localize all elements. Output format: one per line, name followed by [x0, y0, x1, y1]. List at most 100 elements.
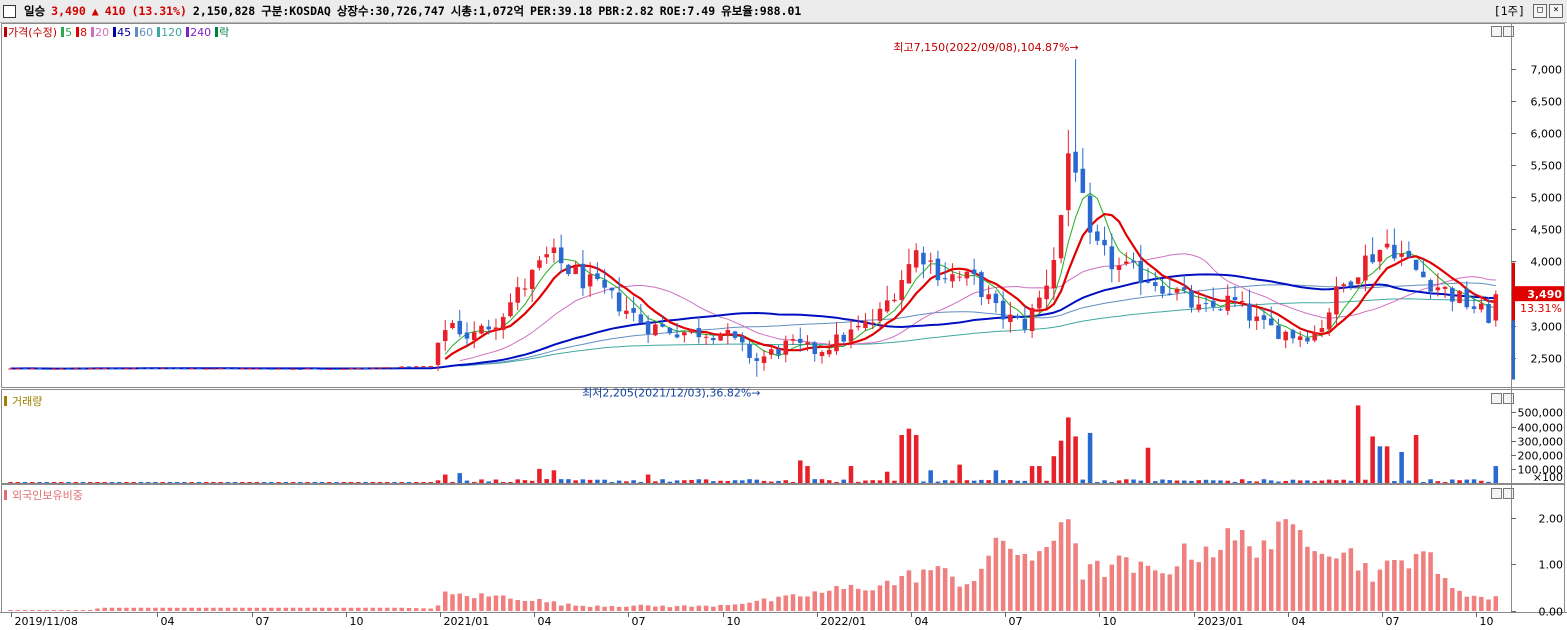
volume-bar: [479, 479, 484, 483]
candle-body: [1421, 271, 1426, 278]
foreign-ratio-bar: [1428, 552, 1433, 611]
candle-body: [1109, 246, 1115, 270]
candle-body: [732, 331, 738, 338]
candle: [196, 368, 202, 370]
candle-body: [363, 368, 368, 370]
candle-body: [450, 322, 455, 329]
foreign-ratio-bar: [1080, 579, 1086, 611]
candle-body: [413, 366, 419, 368]
volume-pane-frame: [1, 389, 1565, 484]
candle-body: [1370, 254, 1375, 263]
foreign-ratio-bar: [1326, 556, 1332, 611]
legend-label-7: 240: [190, 25, 212, 39]
candle: [1066, 129, 1071, 227]
maximize-button[interactable]: □: [1533, 4, 1547, 18]
volume-pane-minimize-button[interactable]: [1491, 393, 1502, 404]
volume-bar: [348, 482, 354, 483]
candle: [624, 296, 629, 319]
market-type: 구분:KOSDAQ: [261, 4, 331, 18]
candle: [935, 250, 941, 287]
candle: [1232, 285, 1238, 307]
foreign-ratio-bar: [160, 607, 165, 611]
volume-pane-close-button[interactable]: [1503, 393, 1514, 404]
candle: [1008, 301, 1013, 333]
candle: [913, 243, 919, 273]
candle-body: [189, 368, 194, 370]
volume-bar: [986, 480, 991, 483]
candle-body: [747, 344, 752, 358]
candle: [1203, 294, 1209, 313]
volume-bar: [573, 480, 578, 483]
foreign-ratio-bar: [124, 607, 129, 611]
candle-body: [1225, 295, 1230, 311]
foreign-ratio-bar: [73, 610, 79, 611]
foreign-ratio-bar: [1493, 596, 1499, 611]
candle-body: [566, 264, 571, 275]
select-checkbox[interactable]: [3, 4, 16, 18]
foreign-ratio-bar: [312, 607, 318, 611]
ma45-line: [10, 273, 1496, 370]
foreign-ratio-bar: [363, 607, 368, 611]
volume-bar: [819, 479, 825, 483]
volume-bar: [1276, 481, 1281, 483]
candle: [1428, 278, 1433, 300]
candle: [1341, 282, 1346, 293]
volume-bar: [826, 480, 832, 483]
foreign-ratio-bar: [87, 609, 93, 611]
candle: [551, 238, 557, 263]
foreign-ratio-bar: [558, 605, 564, 611]
candle: [471, 321, 477, 349]
foreign-ratio-bar: [479, 593, 484, 611]
window-tools: [1주] □ ×: [1494, 3, 1563, 19]
candle-body: [855, 325, 861, 328]
volume-bar: [1181, 480, 1187, 483]
foreign-ratio-bar: [1406, 568, 1412, 611]
foreign-pane-minimize-button[interactable]: [1491, 488, 1502, 499]
candle: [776, 345, 781, 359]
x-tick-label: 07: [632, 615, 646, 628]
last-change-percent-label: 13.31%: [1520, 302, 1562, 315]
candle: [8, 368, 13, 370]
volume-bar: [1000, 480, 1006, 483]
close-button[interactable]: ×: [1549, 4, 1563, 18]
volume-bar: [928, 470, 933, 483]
candle: [921, 246, 926, 279]
candle: [1370, 237, 1375, 264]
volume-y-tick-label: 400,000: [1518, 422, 1564, 435]
period-selector[interactable]: [1주]: [1493, 4, 1525, 18]
foreign-ratio-bar: [66, 610, 71, 611]
candle-body: [196, 368, 202, 370]
foreign-ratio-bar: [624, 606, 629, 611]
foreign-ratio-bar: [450, 594, 455, 611]
candle: [942, 262, 948, 284]
candle: [131, 367, 136, 369]
candle-body: [261, 368, 267, 370]
candle-body: [392, 367, 397, 369]
volume-bar: [1290, 479, 1296, 483]
price-pane-minimize-button[interactable]: [1491, 26, 1502, 37]
foreign-ratio-bar: [1044, 546, 1049, 611]
volume-bar: [790, 482, 796, 483]
candle-body: [783, 340, 789, 355]
price-pane-close-button[interactable]: [1503, 26, 1514, 37]
volume-bar: [413, 482, 419, 483]
foreign-ratio-bar: [645, 605, 651, 611]
candle: [993, 290, 999, 313]
volume-bar: [921, 481, 926, 483]
foreign-ratio-bar: [1457, 590, 1462, 611]
volume-bar: [1247, 481, 1252, 483]
candle: [964, 268, 970, 286]
foreign-ratio-bar: [493, 595, 499, 611]
legend-label-5: 60: [139, 25, 154, 39]
volume-bar: [276, 482, 281, 483]
foreign-ratio-bar: [131, 607, 136, 611]
volume-bar: [1051, 456, 1057, 483]
foreign-pane-close-button[interactable]: [1503, 488, 1514, 499]
candle: [1218, 308, 1223, 312]
candle-body: [1268, 318, 1274, 326]
candle-body: [805, 342, 810, 345]
foreign-ratio-bar: [761, 598, 767, 611]
foreign-ratio-bar: [790, 594, 796, 611]
candle-body: [225, 368, 231, 370]
candle-body: [276, 368, 281, 370]
